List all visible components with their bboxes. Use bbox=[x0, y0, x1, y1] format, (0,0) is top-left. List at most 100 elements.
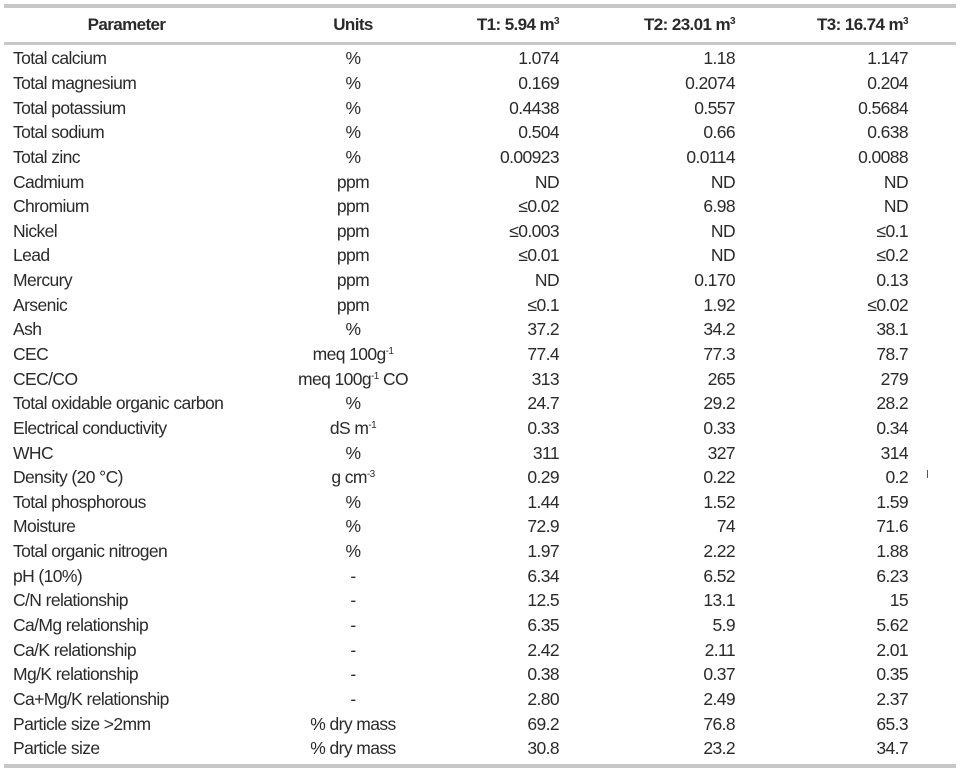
units-cell: ppm bbox=[253, 268, 453, 293]
unit-text: ppm bbox=[336, 270, 370, 291]
parameter-cell: Total phosphorous bbox=[13, 491, 146, 512]
t2-cell: 0.66 bbox=[703, 122, 735, 143]
header-t2: T2: 23.01 m3 bbox=[644, 15, 736, 34]
unit-text: % bbox=[345, 48, 362, 69]
t3-cell: 28.2 bbox=[876, 393, 908, 414]
units-cell: - bbox=[253, 563, 453, 588]
t1-cell: ND bbox=[534, 171, 560, 192]
t2-cell: 1.52 bbox=[703, 491, 735, 512]
t3-cell: 314 bbox=[880, 442, 909, 463]
unit-text: ppm bbox=[336, 245, 370, 266]
unit-text: % bbox=[345, 516, 362, 537]
units-cell: % bbox=[253, 145, 453, 170]
t3-cell: 5.62 bbox=[876, 615, 908, 636]
parameter-cell: Arsenic bbox=[13, 294, 68, 315]
unit-text: % bbox=[345, 442, 362, 463]
parameter-cell: Total magnesium bbox=[13, 72, 137, 93]
units-cell: % bbox=[253, 490, 453, 515]
table-row: Total calcium% 1.074 1.18 1.147 bbox=[0, 42, 960, 71]
unit-text: % bbox=[345, 122, 362, 143]
t1-cell: ≤0.02 bbox=[518, 196, 559, 217]
t3-cell: 2.01 bbox=[876, 639, 908, 660]
header-parameter: Parameter bbox=[87, 15, 166, 34]
unit-text: ppm bbox=[336, 220, 370, 241]
table-row: Lead ppm ≤0.01 ND ≤0.2 bbox=[0, 243, 960, 268]
parameter-cell: Moisture bbox=[13, 516, 76, 537]
parameter-cell: Ash bbox=[13, 319, 42, 340]
t3-cell: 0.35 bbox=[876, 664, 908, 685]
units-cell: % bbox=[253, 120, 453, 145]
units-cell: - bbox=[253, 613, 453, 638]
t3-cell: 1.147 bbox=[867, 48, 908, 69]
unit-suffix: CO bbox=[378, 368, 409, 389]
t1-cell: 1.97 bbox=[527, 541, 559, 562]
table-row: Mercury ppm ND 0.170 0.13 bbox=[0, 268, 960, 293]
t2-cell: 0.2074 bbox=[685, 72, 736, 93]
t3-cell: 279 bbox=[880, 368, 909, 389]
units-cell: % bbox=[253, 317, 453, 342]
table-row: Ca/Mg relationship - 6.35 5.9 5.62 bbox=[0, 613, 960, 638]
t2-cell: 0.33 bbox=[703, 417, 735, 438]
parameter-cell: Total zinc bbox=[13, 146, 81, 167]
t1-cell: 37.2 bbox=[527, 319, 559, 340]
t1-cell: 0.504 bbox=[518, 122, 559, 143]
t2-cell: 0.557 bbox=[694, 97, 735, 118]
unit-text: % bbox=[345, 491, 362, 512]
t1-cell: ≤0.003 bbox=[509, 220, 559, 241]
t3-cell: 0.13 bbox=[876, 270, 908, 291]
units-cell: - bbox=[253, 637, 453, 662]
t2-cell: ND bbox=[710, 245, 736, 266]
t2-cell: 1.92 bbox=[703, 294, 735, 315]
top-rule bbox=[4, 4, 956, 8]
t2-cell: 34.2 bbox=[703, 319, 735, 340]
unit-exponent: -1 bbox=[371, 370, 379, 382]
parameter-cell: CEC/CO bbox=[13, 368, 78, 389]
table-row: CEC/CO meq 100g-1 CO 313 265 279 bbox=[0, 366, 960, 391]
unit-exponent: -1 bbox=[368, 419, 377, 431]
header-t1: T1: 5.94 m3 bbox=[476, 15, 560, 34]
t1-cell: 0.169 bbox=[518, 72, 559, 93]
table-row: Mg/K relationship - 0.38 0.37 0.35 bbox=[0, 662, 960, 687]
t3-cell: 65.3 bbox=[876, 713, 908, 734]
table-row: Nickel ppm ≤0.003 ND ≤0.1 bbox=[0, 218, 960, 243]
parameter-cell: Ca+Mg/K relationship bbox=[13, 688, 169, 709]
t3-cell: 0.34 bbox=[876, 417, 908, 438]
parameter-cell: Electrical conductivity bbox=[13, 417, 167, 438]
t2-cell: 0.37 bbox=[703, 664, 735, 685]
units-cell: % bbox=[253, 514, 453, 539]
t1-cell: 2.42 bbox=[527, 639, 559, 660]
t2-cell: 0.170 bbox=[694, 270, 735, 291]
table-row: Total organic nitrogen% 1.97 2.22 1.88 bbox=[0, 539, 960, 564]
t1-cell: 313 bbox=[531, 368, 560, 389]
unit-text: ppm bbox=[336, 294, 370, 315]
t3-cell: ≤0.1 bbox=[876, 220, 908, 241]
unit-text: % bbox=[345, 72, 362, 93]
unit-text: - bbox=[350, 639, 356, 660]
table-row: Total oxidable organic carbon% 24.7 29.2 28… bbox=[0, 391, 960, 416]
units-cell: ppm bbox=[253, 194, 453, 219]
t1-cell: 6.35 bbox=[527, 615, 559, 636]
t1-cell: 24.7 bbox=[527, 393, 559, 414]
units-cell: dS m-1 bbox=[253, 416, 453, 441]
unit-text: g cm bbox=[331, 467, 367, 488]
units-cell: % dry mass bbox=[253, 711, 453, 736]
parameter-cell: C/N relationship bbox=[13, 590, 129, 611]
t2-cell: 327 bbox=[707, 442, 736, 463]
t2-cell: 74 bbox=[716, 516, 736, 537]
t3-cell: 0.5684 bbox=[858, 97, 909, 118]
units-cell: % bbox=[253, 539, 453, 564]
t1-cell: 0.29 bbox=[527, 467, 559, 488]
table-row: Chromium ppm ≤0.02 6.98 ND bbox=[0, 194, 960, 219]
t3-cell: 71.6 bbox=[876, 516, 908, 537]
table-row: Ca+Mg/K relationship - 2.80 2.49 2.37 bbox=[0, 687, 960, 712]
parameter-cell: Total organic nitrogen bbox=[13, 541, 168, 562]
t2-cell: 76.8 bbox=[703, 713, 735, 734]
units-cell: % dry mass bbox=[253, 736, 453, 761]
units-cell: ppm bbox=[253, 292, 453, 317]
header-rule bbox=[4, 42, 956, 45]
table-row: Ca/K relationship - 2.42 2.11 2.01 bbox=[0, 637, 960, 662]
t1-cell: 311 bbox=[532, 442, 560, 463]
units-cell: g cm-3 bbox=[253, 465, 453, 490]
t1-cell: 6.34 bbox=[527, 565, 559, 586]
t2-cell: 77.3 bbox=[703, 344, 735, 364]
